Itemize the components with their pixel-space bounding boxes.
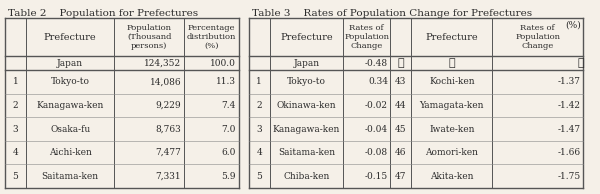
Text: -1.42: -1.42	[558, 101, 581, 110]
Text: Iwate-ken: Iwate-ken	[429, 125, 475, 133]
Text: -0.48: -0.48	[365, 59, 388, 68]
Text: 2: 2	[13, 101, 19, 110]
Text: 45: 45	[395, 125, 406, 133]
Text: Prefecture: Prefecture	[44, 33, 97, 42]
Text: -1.66: -1.66	[558, 148, 581, 157]
Text: 4: 4	[13, 148, 19, 157]
Text: Table 2    Population for Prefectures: Table 2 Population for Prefectures	[8, 9, 198, 18]
Text: Table 3    Rates of Population Change for Prefectures: Table 3 Rates of Population Change for P…	[251, 9, 532, 18]
Text: 46: 46	[395, 148, 406, 157]
Text: Aomori-ken: Aomori-ken	[425, 148, 478, 157]
Text: 47: 47	[395, 172, 406, 181]
Text: 1: 1	[13, 77, 19, 86]
Text: 7.4: 7.4	[221, 101, 236, 110]
Text: Japan: Japan	[293, 59, 320, 68]
Text: Akita-ken: Akita-ken	[430, 172, 473, 181]
Text: Chiba-ken: Chiba-ken	[283, 172, 330, 181]
Text: Percentage
distribution
(%): Percentage distribution (%)	[187, 24, 236, 50]
Text: ⋮: ⋮	[397, 58, 404, 68]
Text: Prefecture: Prefecture	[425, 33, 478, 42]
Text: 14,086: 14,086	[150, 77, 181, 86]
Text: Tokyo-to: Tokyo-to	[50, 77, 89, 86]
Text: 9,229: 9,229	[156, 101, 181, 110]
Text: -0.04: -0.04	[365, 125, 388, 133]
Text: 11.3: 11.3	[216, 77, 236, 86]
Text: Aichi-ken: Aichi-ken	[49, 148, 92, 157]
Text: 7.0: 7.0	[221, 125, 236, 133]
Text: Tokyo-to: Tokyo-to	[287, 77, 326, 86]
Text: ⋮: ⋮	[449, 58, 455, 68]
Text: 1: 1	[256, 77, 262, 86]
Text: 124,352: 124,352	[144, 59, 181, 68]
Text: 5.9: 5.9	[221, 172, 236, 181]
Text: Okinawa-ken: Okinawa-ken	[277, 101, 337, 110]
Text: 7,331: 7,331	[156, 172, 181, 181]
Text: Prefecture: Prefecture	[280, 33, 333, 42]
Text: 3: 3	[257, 125, 262, 133]
Text: Osaka-fu: Osaka-fu	[50, 125, 91, 133]
Text: -1.75: -1.75	[558, 172, 581, 181]
Text: Kanagawa-ken: Kanagawa-ken	[37, 101, 104, 110]
Text: Kanagawa-ken: Kanagawa-ken	[273, 125, 340, 133]
Text: 5: 5	[256, 172, 262, 181]
Text: 0.34: 0.34	[368, 77, 388, 86]
Text: Saitama-ken: Saitama-ken	[278, 148, 335, 157]
Text: 43: 43	[395, 77, 406, 86]
Text: -1.47: -1.47	[558, 125, 581, 133]
Text: -0.15: -0.15	[365, 172, 388, 181]
Text: 4: 4	[256, 148, 262, 157]
Text: Rates of
Population
Change: Rates of Population Change	[515, 24, 560, 50]
Text: ⋮: ⋮	[578, 58, 584, 68]
Text: Yamagata-ken: Yamagata-ken	[419, 101, 484, 110]
Text: Saitama-ken: Saitama-ken	[41, 172, 99, 181]
Text: Japan: Japan	[57, 59, 83, 68]
Text: (%): (%)	[565, 21, 581, 30]
Text: Population
(Thousand
persons): Population (Thousand persons)	[127, 24, 172, 50]
Text: 100.0: 100.0	[210, 59, 236, 68]
Text: 3: 3	[13, 125, 19, 133]
Text: Rates of
Population
Change: Rates of Population Change	[344, 24, 389, 50]
Text: 44: 44	[395, 101, 406, 110]
Text: -1.37: -1.37	[558, 77, 581, 86]
Text: 2: 2	[257, 101, 262, 110]
Text: -0.02: -0.02	[365, 101, 388, 110]
Text: 6.0: 6.0	[221, 148, 236, 157]
Text: Kochi-ken: Kochi-ken	[429, 77, 475, 86]
Text: 7,477: 7,477	[155, 148, 181, 157]
Text: 5: 5	[13, 172, 19, 181]
Text: 8,763: 8,763	[155, 125, 181, 133]
Text: -0.08: -0.08	[365, 148, 388, 157]
